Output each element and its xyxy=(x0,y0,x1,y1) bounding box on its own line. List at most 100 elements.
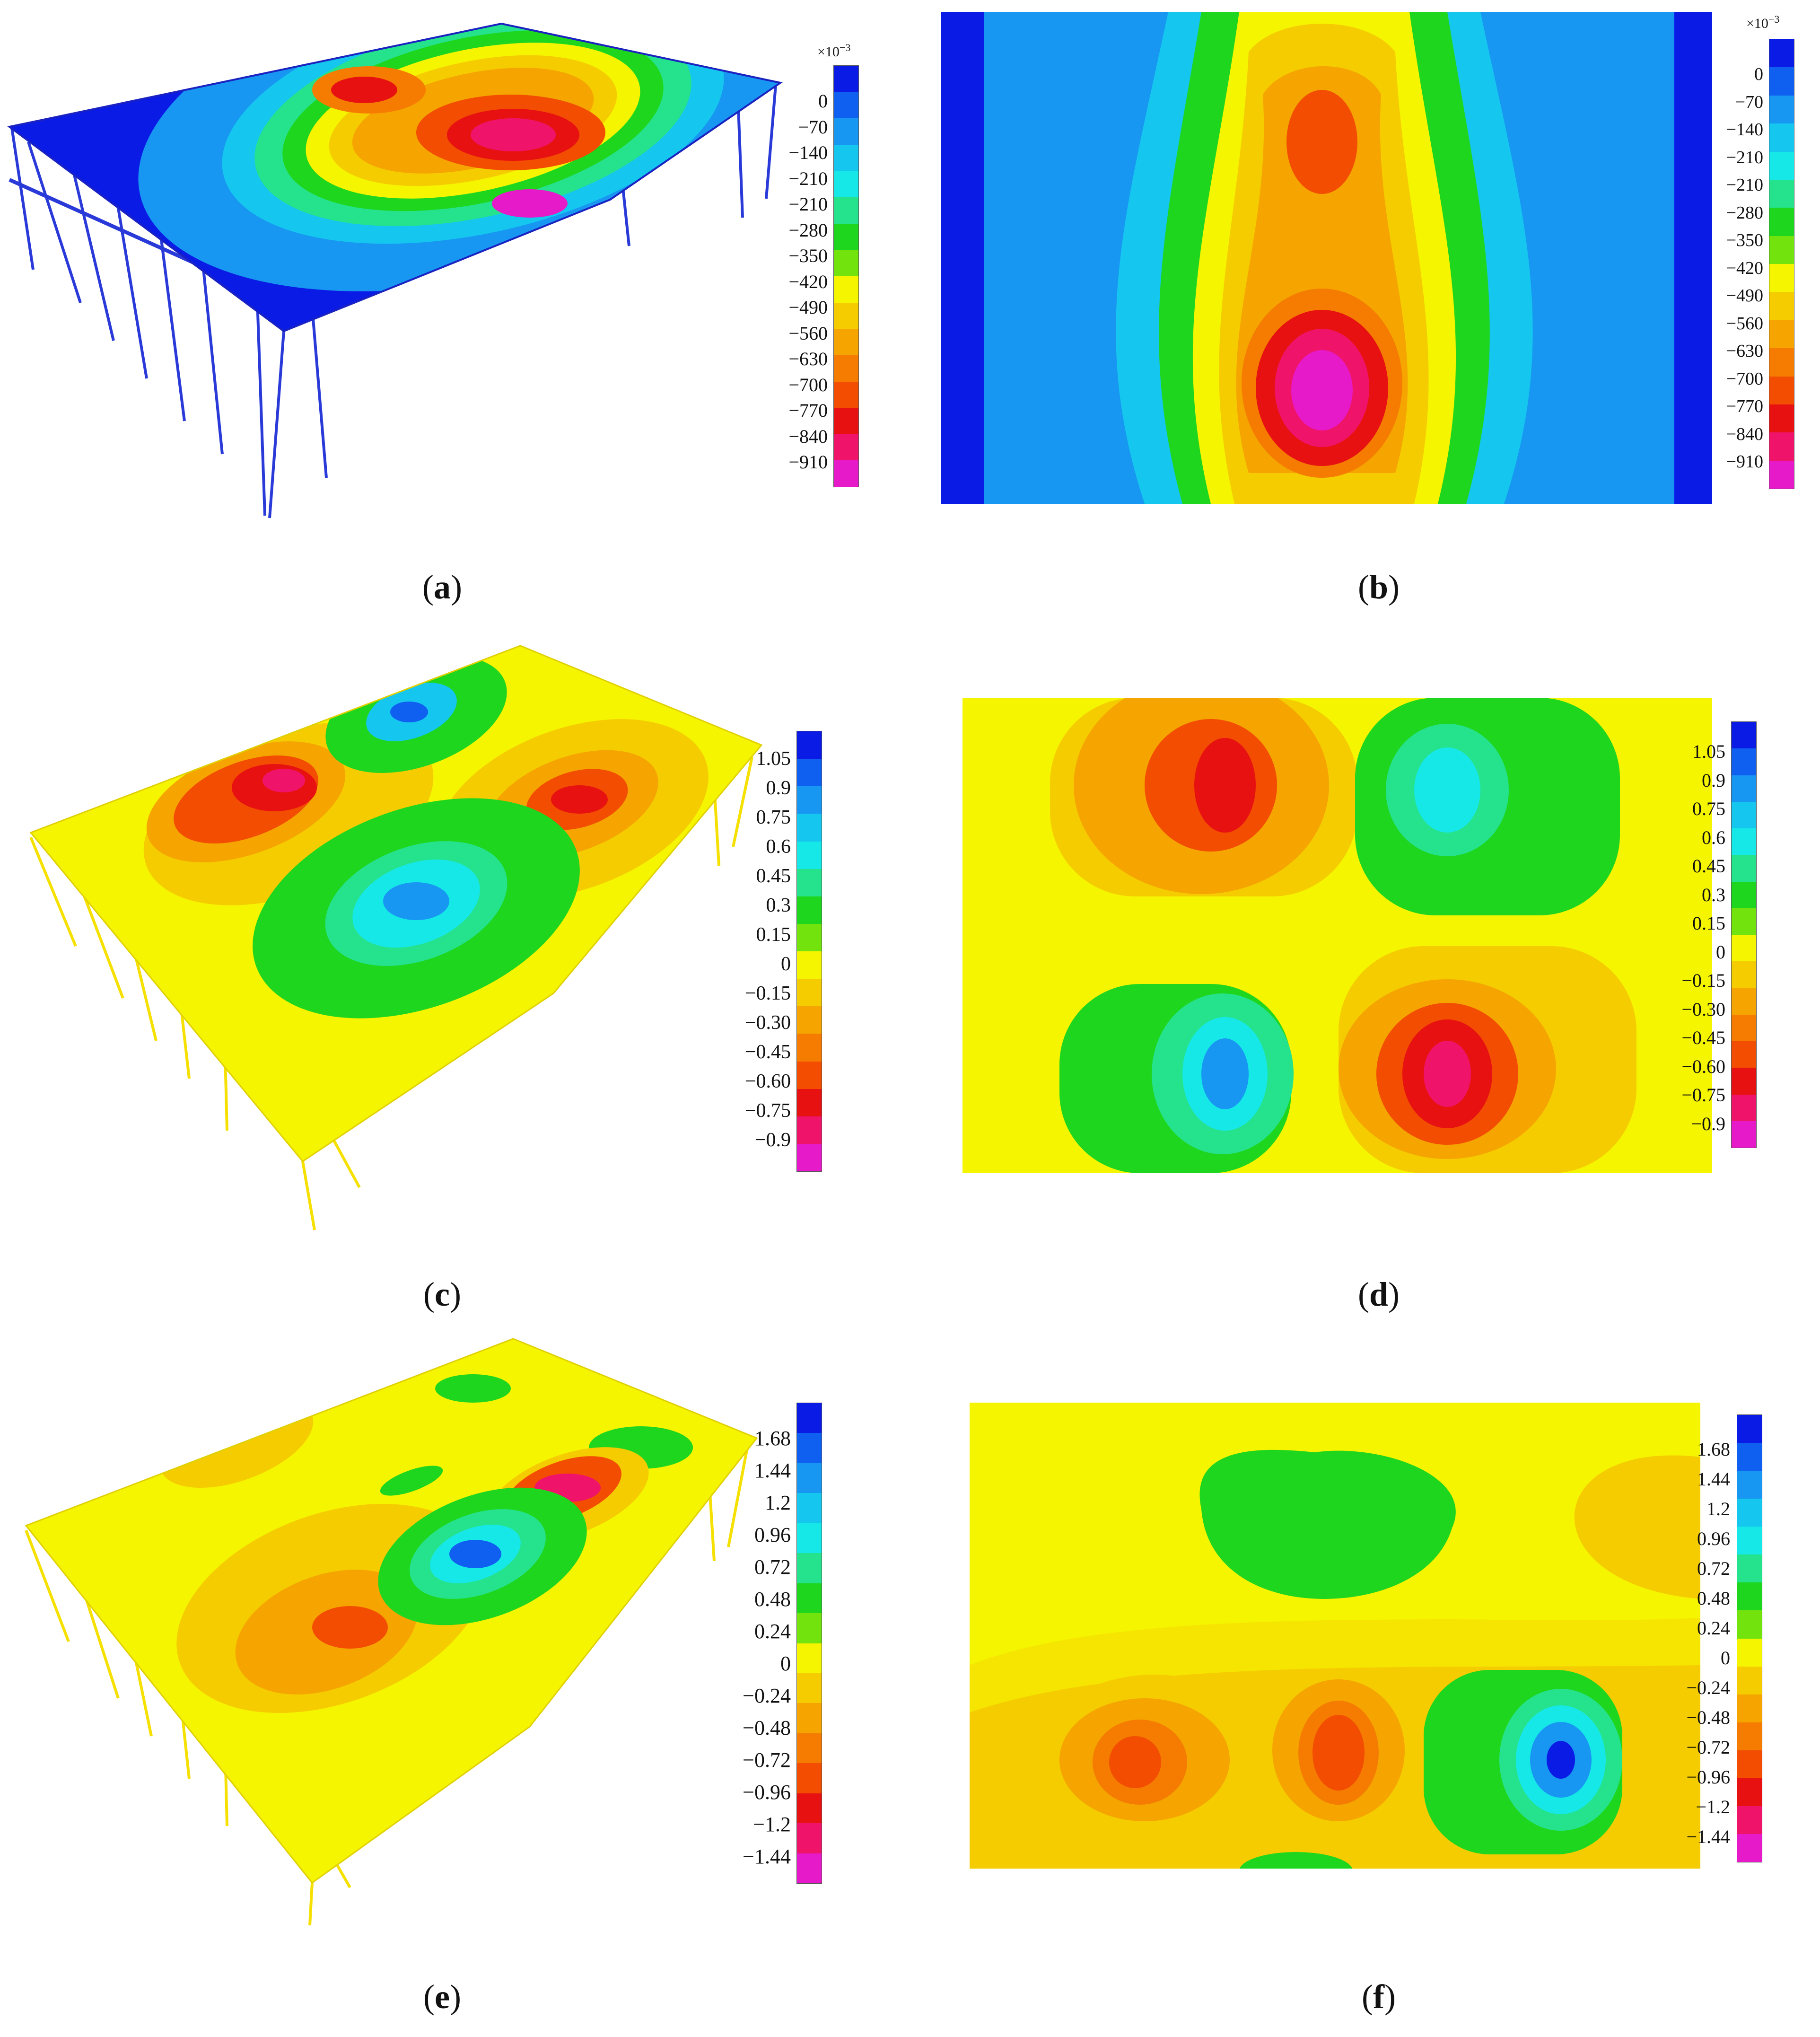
colorbar-swatch xyxy=(797,1673,822,1703)
colorbar-tick-label: −0.45 xyxy=(1681,1027,1725,1048)
colorbar-swatch xyxy=(834,302,858,329)
colorbar-swatch xyxy=(1732,908,1756,935)
colorbar-swatch xyxy=(1769,39,1794,68)
panel-a-caption: (a) xyxy=(422,568,462,606)
colorbar-tick-label: −280 xyxy=(788,219,828,241)
colorbar-swatch xyxy=(1732,935,1756,962)
panel-b-multiplier-base: ×10 xyxy=(1746,16,1768,31)
colorbar-swatch xyxy=(797,1006,822,1034)
colorbar-tick-label: −840 xyxy=(1726,424,1763,444)
colorbar-tick-label: −1.2 xyxy=(753,1813,791,1836)
colorbar-tick-label: −140 xyxy=(788,142,828,163)
colorbar-swatch xyxy=(797,1793,822,1824)
colorbar-tick-label: −490 xyxy=(1726,286,1763,306)
colorbar-swatch xyxy=(1737,1806,1762,1834)
colorbar-swatch xyxy=(1737,1554,1762,1583)
colorbar-tick-label: 1.2 xyxy=(765,1491,791,1514)
colorbar-tick-label: −210 xyxy=(788,167,828,189)
colorbar-tick-label: 0.75 xyxy=(1692,798,1725,819)
colorbar-swatch xyxy=(834,250,858,276)
colorbar-swatch xyxy=(1737,1527,1762,1555)
colorbar-tick-label: −210 xyxy=(788,193,828,215)
colorbar-swatch xyxy=(1769,292,1794,320)
colorbar-swatch xyxy=(834,408,858,434)
colorbar-swatch xyxy=(797,841,822,869)
panel-d-caption: (d) xyxy=(1357,1275,1400,1313)
panel-e-caption-letter: e xyxy=(435,1978,450,2016)
colorbar-tick-label: 0.3 xyxy=(1702,884,1725,905)
colorbar-swatch xyxy=(1769,264,1794,292)
panel-a-multiplier-exp: −3 xyxy=(839,42,851,53)
colorbar-tick-label: −140 xyxy=(1726,120,1763,140)
colorbar-tick-label: −630 xyxy=(788,348,828,369)
colorbar-tick-label: 0.24 xyxy=(1697,1617,1730,1639)
colorbar-swatch xyxy=(1732,775,1756,802)
colorbar-tick-label: 0.15 xyxy=(756,924,791,946)
colorbar-swatch xyxy=(1732,1094,1756,1121)
panel-a-tick-labels: 0 −70 −140 −210 −210 −280 −350 −420 −490 −560 −630… xyxy=(728,0,828,520)
colorbar-tick-label: −0.30 xyxy=(1681,998,1725,1020)
panel-c-caption-letter: c xyxy=(435,1275,450,1313)
colorbar-tick-label: 1.44 xyxy=(1697,1468,1730,1490)
colorbar-tick-label: −0.72 xyxy=(1686,1737,1730,1758)
colorbar-swatch xyxy=(1769,376,1794,404)
panel-d-plan xyxy=(962,698,1712,1173)
panel-f-caption: (f) xyxy=(1362,1978,1396,2016)
colorbar-tick-label: −0.9 xyxy=(1691,1113,1725,1134)
colorbar-tick-label: 0 xyxy=(781,953,791,975)
colorbar-swatch xyxy=(797,951,822,979)
panel-c-colorbar xyxy=(796,731,822,1172)
colorbar-tick-label: −280 xyxy=(1726,202,1763,223)
panel-e-colorbar xyxy=(796,1403,822,1884)
colorbar-tick-label: −0.9 xyxy=(754,1129,791,1151)
colorbar-swatch xyxy=(797,1523,822,1554)
colorbar-swatch xyxy=(797,1643,822,1673)
colorbar-tick-label: −700 xyxy=(788,374,828,395)
colorbar-tick-label: −770 xyxy=(1726,396,1763,416)
colorbar-swatch xyxy=(1769,95,1794,124)
colorbar-tick-label: −840 xyxy=(788,425,828,447)
colorbar-swatch xyxy=(797,1116,822,1144)
colorbar-tick-label: 0 xyxy=(1721,1647,1730,1668)
panel-b-caption: (b) xyxy=(1357,568,1400,606)
panel-d-tick-labels: 1.05 0.9 0.75 0.6 0.45 0.3 0.15 0 −0.15 −0.30 −0.4… xyxy=(1632,0,1725,1183)
colorbar-tick-label: −420 xyxy=(1726,258,1763,278)
colorbar-swatch xyxy=(834,66,858,92)
panel-d-colorbar xyxy=(1731,721,1757,1148)
colorbar-swatch xyxy=(1737,1471,1762,1499)
colorbar-swatch xyxy=(1732,1068,1756,1095)
colorbar-tick-label: 1.05 xyxy=(756,748,791,770)
colorbar-swatch xyxy=(834,197,858,224)
colorbar-tick-label: −1.44 xyxy=(743,1845,791,1868)
colorbar-swatch xyxy=(1769,151,1794,180)
colorbar-tick-label: −70 xyxy=(1735,92,1763,112)
colorbar-swatch xyxy=(797,1493,822,1523)
colorbar-swatch xyxy=(1737,1638,1762,1667)
colorbar-tick-label: −0.24 xyxy=(1686,1677,1730,1698)
colorbar-swatch xyxy=(797,1823,822,1853)
panel-f-caption-letter: f xyxy=(1373,1978,1384,2016)
panel-b-multiplier: ×10−3 xyxy=(1746,13,1779,32)
colorbar-swatch xyxy=(797,896,822,924)
colorbar-swatch xyxy=(797,869,822,896)
colorbar-tick-label: 0 xyxy=(1754,64,1763,84)
colorbar-tick-label: −0.60 xyxy=(1681,1055,1725,1077)
colorbar-swatch xyxy=(1769,67,1794,96)
colorbar-swatch xyxy=(1737,1610,1762,1639)
colorbar-swatch xyxy=(834,223,858,250)
colorbar-swatch xyxy=(797,923,822,951)
colorbar-tick-label: 0.9 xyxy=(1702,769,1725,791)
colorbar-swatch xyxy=(1737,1778,1762,1806)
colorbar-tick-label: −700 xyxy=(1726,369,1763,389)
colorbar-tick-label: −210 xyxy=(1726,147,1763,167)
colorbar-tick-label: 0 xyxy=(1716,941,1725,963)
colorbar-swatch xyxy=(797,979,822,1007)
colorbar-swatch xyxy=(1769,348,1794,377)
colorbar-swatch xyxy=(1732,1041,1756,1068)
colorbar-swatch xyxy=(1769,179,1794,208)
colorbar-tick-label: 0.6 xyxy=(766,836,791,858)
colorbar-tick-label: −0.72 xyxy=(743,1748,791,1772)
panel-e-caption: (e) xyxy=(423,1978,461,2016)
colorbar-swatch xyxy=(797,1763,822,1793)
panel-b-caption-letter: b xyxy=(1369,568,1389,606)
